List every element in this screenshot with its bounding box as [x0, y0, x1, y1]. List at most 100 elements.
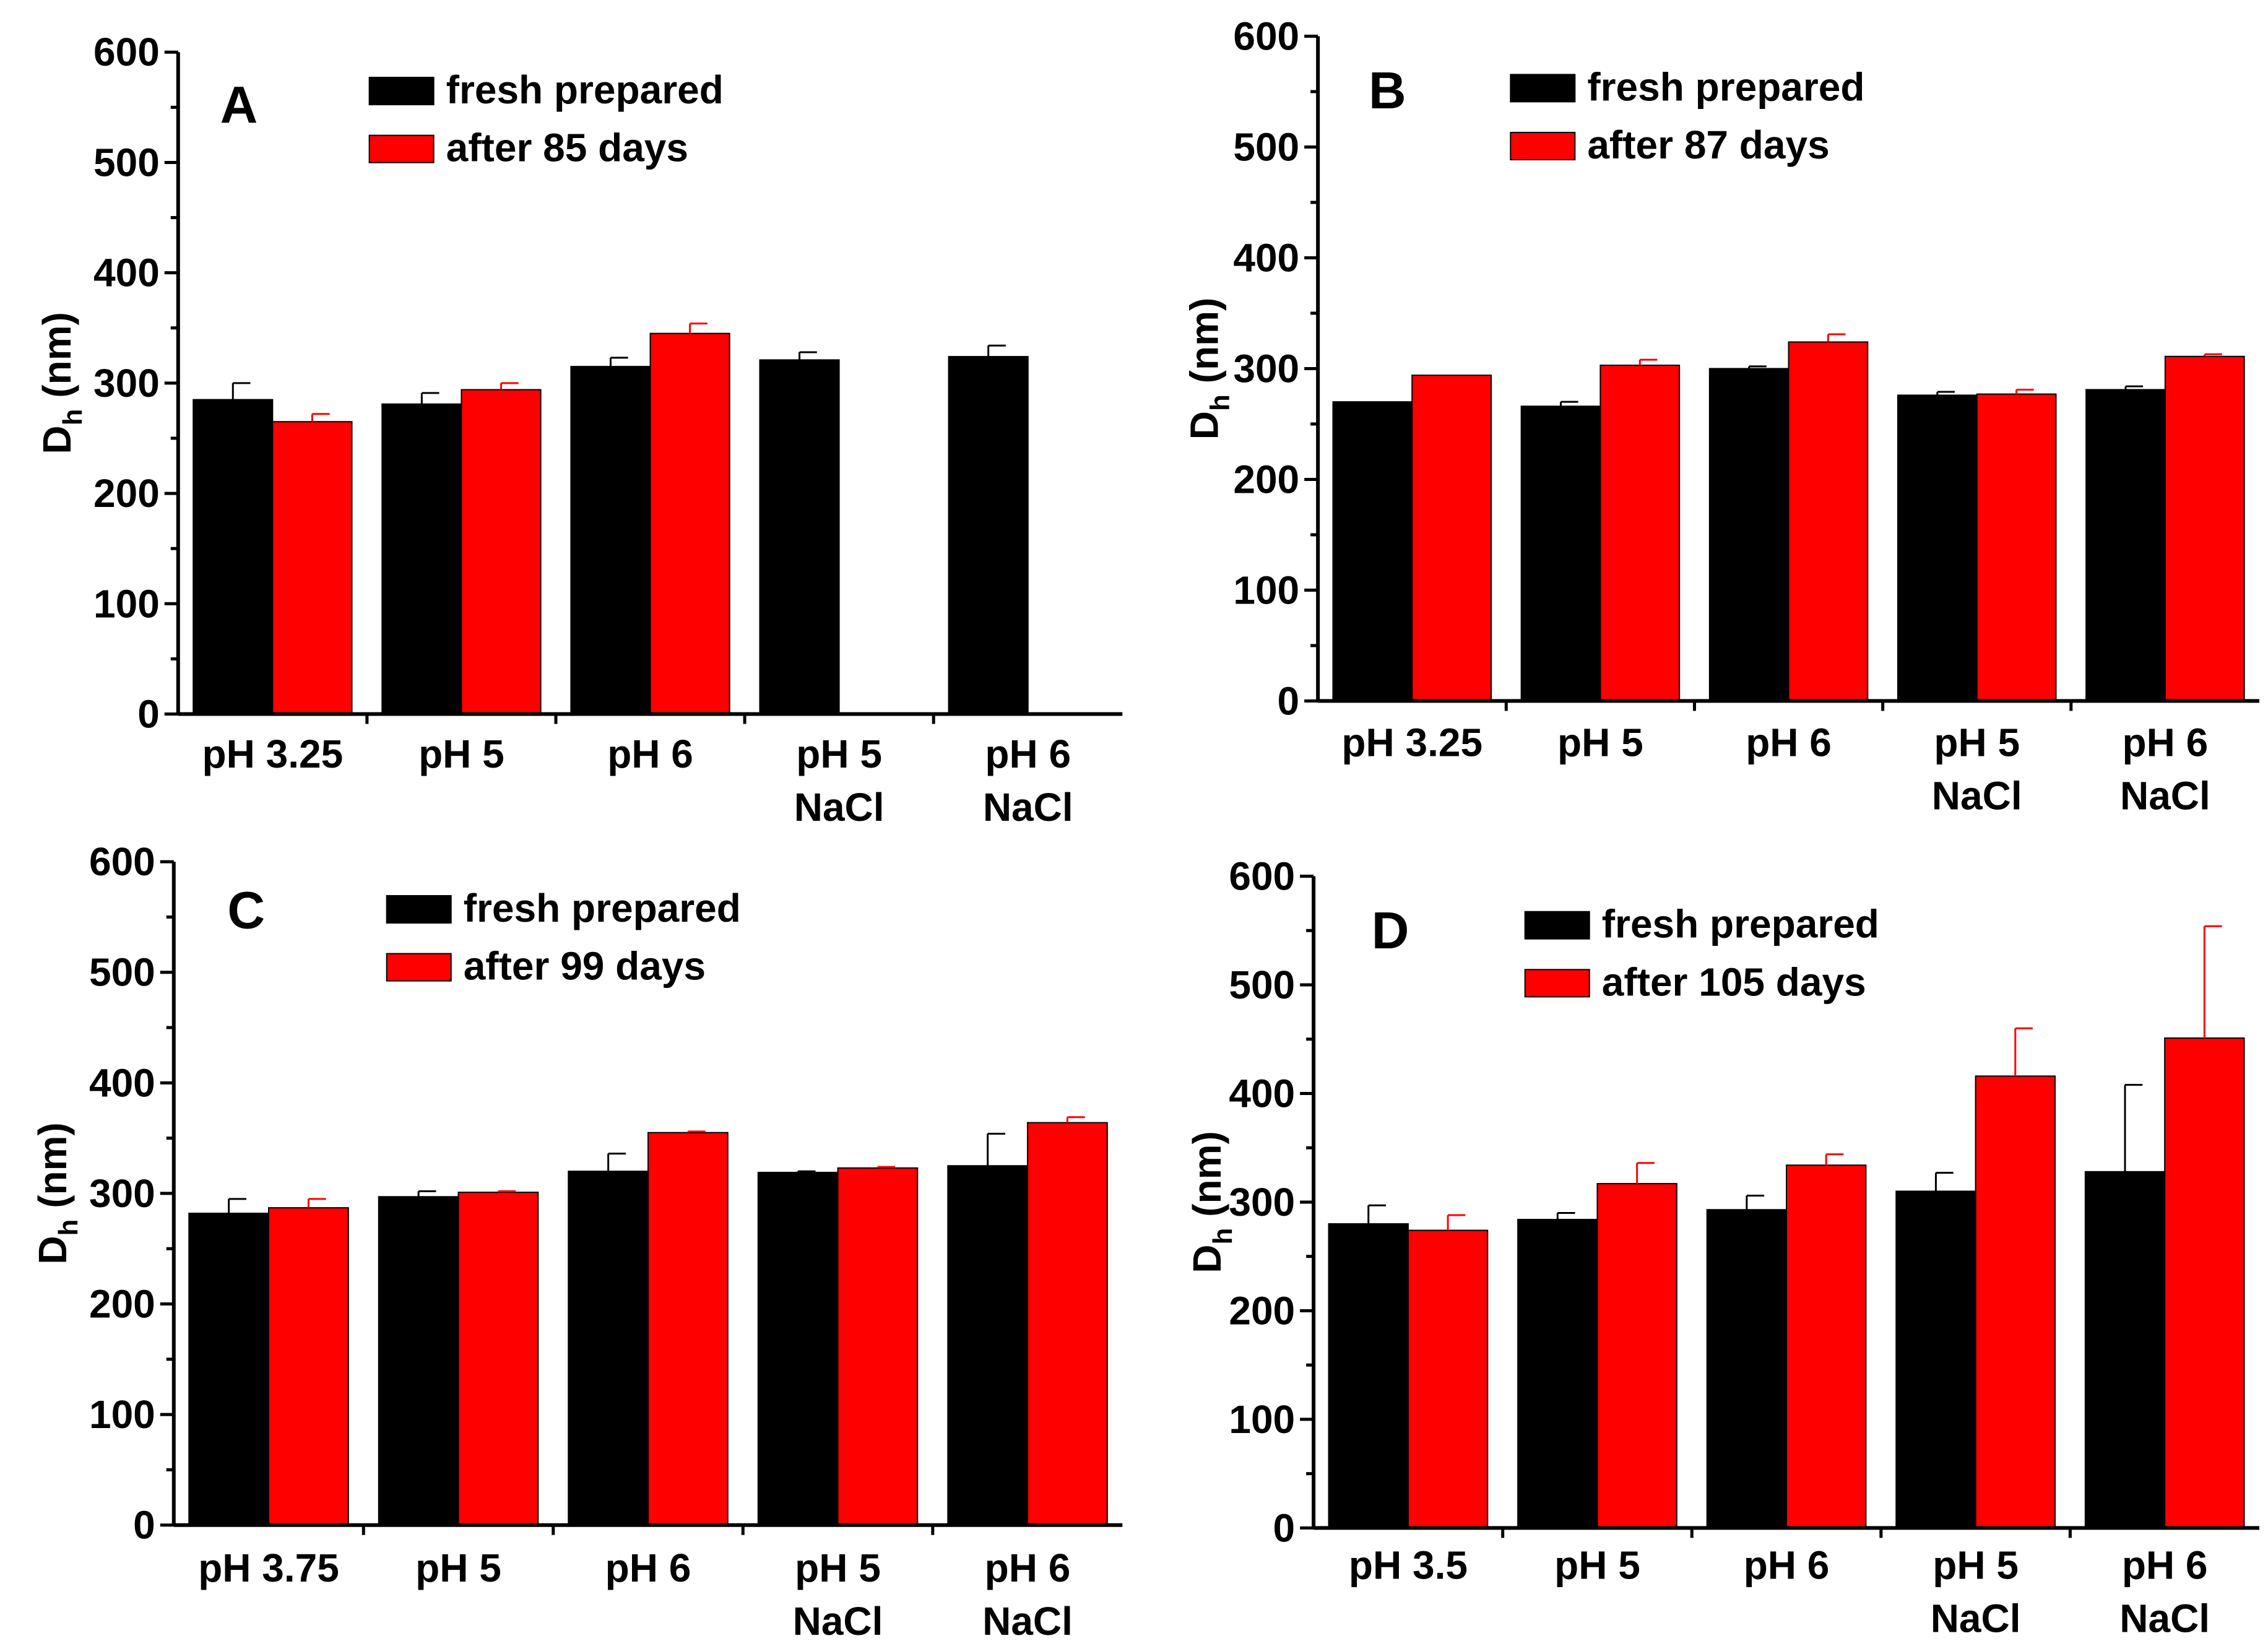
- x-tick-label: pH 6 NaCl: [2120, 720, 2210, 818]
- y-tick-label: 600: [1233, 14, 1299, 58]
- y-tick-label: 100: [89, 1392, 155, 1437]
- legend-swatch: [368, 134, 435, 163]
- x-tick-label: pH 3.75: [198, 1546, 339, 1590]
- bar: [1520, 405, 1601, 702]
- y-axis-label: Dh (nm): [1185, 1131, 1238, 1273]
- bar: [1027, 1122, 1108, 1526]
- y-axis-label-unit: (nm): [30, 1122, 75, 1219]
- bar: [1411, 375, 1492, 702]
- y-tick-label: 500: [1229, 963, 1295, 1007]
- chart-panel-b: 0 100 200 300 400 500 600 pH 3.25 pH 5 pH 6 pH 5 Na…: [1182, 14, 2259, 818]
- bar: [2164, 1037, 2245, 1529]
- y-axis-label-main: D: [30, 1236, 75, 1264]
- x-tick-label-line: NaCl: [794, 785, 885, 829]
- y-tick-label: 600: [1229, 854, 1295, 899]
- x-tick-label-line: pH 5: [1933, 1543, 2019, 1587]
- x-tick-label-line: pH 5: [415, 1546, 501, 1590]
- bar: [188, 1213, 270, 1526]
- x-tick-label-line: pH 6: [607, 732, 693, 776]
- y-tick-label: 600: [89, 839, 155, 884]
- bar: [1895, 1190, 1976, 1529]
- y-tick-label: 400: [1229, 1071, 1295, 1115]
- x-tick-label-line: pH 3.25: [1341, 720, 1482, 764]
- x-tick-label-line: pH 6: [1746, 720, 1832, 764]
- legend-swatch: [386, 953, 452, 982]
- legend-label: fresh prepared: [1587, 64, 1864, 109]
- bar: [837, 1167, 919, 1526]
- bar: [568, 1171, 649, 1526]
- legend-label: fresh prepared: [1602, 902, 1879, 946]
- x-tick-label-line: NaCl: [1932, 773, 2022, 818]
- y-tick-label: 400: [93, 251, 160, 295]
- bar: [1897, 394, 1978, 702]
- y-tick-label: 200: [89, 1282, 155, 1327]
- bar: [1786, 1164, 1867, 1529]
- bar: [948, 356, 1029, 715]
- y-tick-label: 0: [1273, 1505, 1296, 1550]
- legend-swatch: [1510, 131, 1576, 160]
- y-tick-label: 0: [1278, 678, 1300, 723]
- x-tick-label: pH 6: [1746, 720, 1832, 764]
- bar: [759, 359, 840, 715]
- panel-letter: C: [227, 881, 265, 939]
- x-tick-label: pH 6: [605, 1546, 691, 1590]
- x-tick-label-line: NaCl: [793, 1599, 883, 1641]
- x-tick-label-line: NaCl: [2119, 1596, 2210, 1640]
- legend-label: fresh prepared: [446, 67, 724, 112]
- x-tick-label-line: NaCl: [982, 1599, 1073, 1641]
- bar: [378, 1196, 459, 1526]
- chart-panel-a: 0 100 200 300 400 500 600 pH 3.25 pH 5 pH 6 pH 5 Na…: [35, 30, 1123, 829]
- x-tick-label-line: pH 3.75: [198, 1546, 339, 1590]
- y-axis-label-main: D: [35, 425, 79, 454]
- bar: [1975, 1075, 2056, 1529]
- x-tick-label: pH 5: [1557, 720, 1643, 764]
- legend-swatch: [1524, 911, 1590, 940]
- x-tick-label: pH 5: [1554, 1543, 1640, 1587]
- chart-panel-c: 0 100 200 300 400 500 600 pH 3.75 pH 5 pH 6 pH 5 Na…: [30, 839, 1123, 1641]
- bar: [1788, 341, 1869, 702]
- chart-panel-d: 0 100 200 300 400 500 600 pH 3.5 pH 5 pH 6 pH 5 NaC…: [1185, 854, 2259, 1640]
- x-tick-label-line: NaCl: [2120, 773, 2210, 818]
- y-tick-label: 600: [93, 30, 160, 74]
- x-tick-label-line: pH 6: [985, 1546, 1071, 1590]
- y-tick-label: 0: [133, 1503, 155, 1548]
- y-tick-label: 500: [89, 950, 155, 995]
- y-tick-label: 300: [1233, 346, 1299, 391]
- bar: [1332, 401, 1413, 702]
- x-tick-label-line: pH 3.25: [202, 732, 344, 776]
- y-tick-label: 200: [93, 471, 160, 516]
- x-tick-label: pH 3.25: [1341, 720, 1482, 764]
- y-tick-label: 0: [137, 691, 160, 736]
- x-tick-label-line: pH 5: [418, 732, 504, 776]
- panel-letter: D: [1372, 901, 1409, 959]
- bar: [570, 366, 651, 715]
- bar: [1706, 1209, 1788, 1529]
- y-axis-label-sub: h: [1205, 394, 1235, 411]
- bar: [461, 389, 542, 715]
- bar: [757, 1171, 839, 1526]
- y-tick-label: 400: [1233, 235, 1299, 280]
- bar: [647, 1132, 729, 1526]
- y-axis-label-unit: (nm): [1185, 1131, 1229, 1228]
- x-tick-label-line: pH 6: [1744, 1543, 1830, 1587]
- bar: [947, 1165, 1029, 1526]
- x-tick-label-line: pH 3.5: [1349, 1543, 1468, 1587]
- x-tick-label: pH 5: [415, 1546, 501, 1590]
- bar: [272, 421, 353, 715]
- x-tick-label-line: pH 5: [1934, 720, 2020, 764]
- x-tick-label-line: pH 5: [1557, 720, 1643, 764]
- legend-label: after 87 days: [1587, 123, 1829, 167]
- y-tick-label: 100: [1229, 1397, 1295, 1442]
- bar: [649, 332, 730, 715]
- x-tick-label-line: pH 6: [2123, 720, 2209, 764]
- y-axis-label-sub: h: [58, 409, 88, 426]
- y-tick-label: 100: [1233, 568, 1299, 612]
- legend-label: after 85 days: [446, 126, 688, 170]
- y-tick-label: 200: [1229, 1288, 1295, 1333]
- bar: [268, 1207, 349, 1526]
- x-tick-label: pH 6 NaCl: [983, 732, 1073, 829]
- legend-swatch: [1524, 969, 1590, 998]
- y-axis-label: Dh (nm): [1182, 298, 1235, 440]
- y-axis-label: Dh (nm): [30, 1122, 84, 1265]
